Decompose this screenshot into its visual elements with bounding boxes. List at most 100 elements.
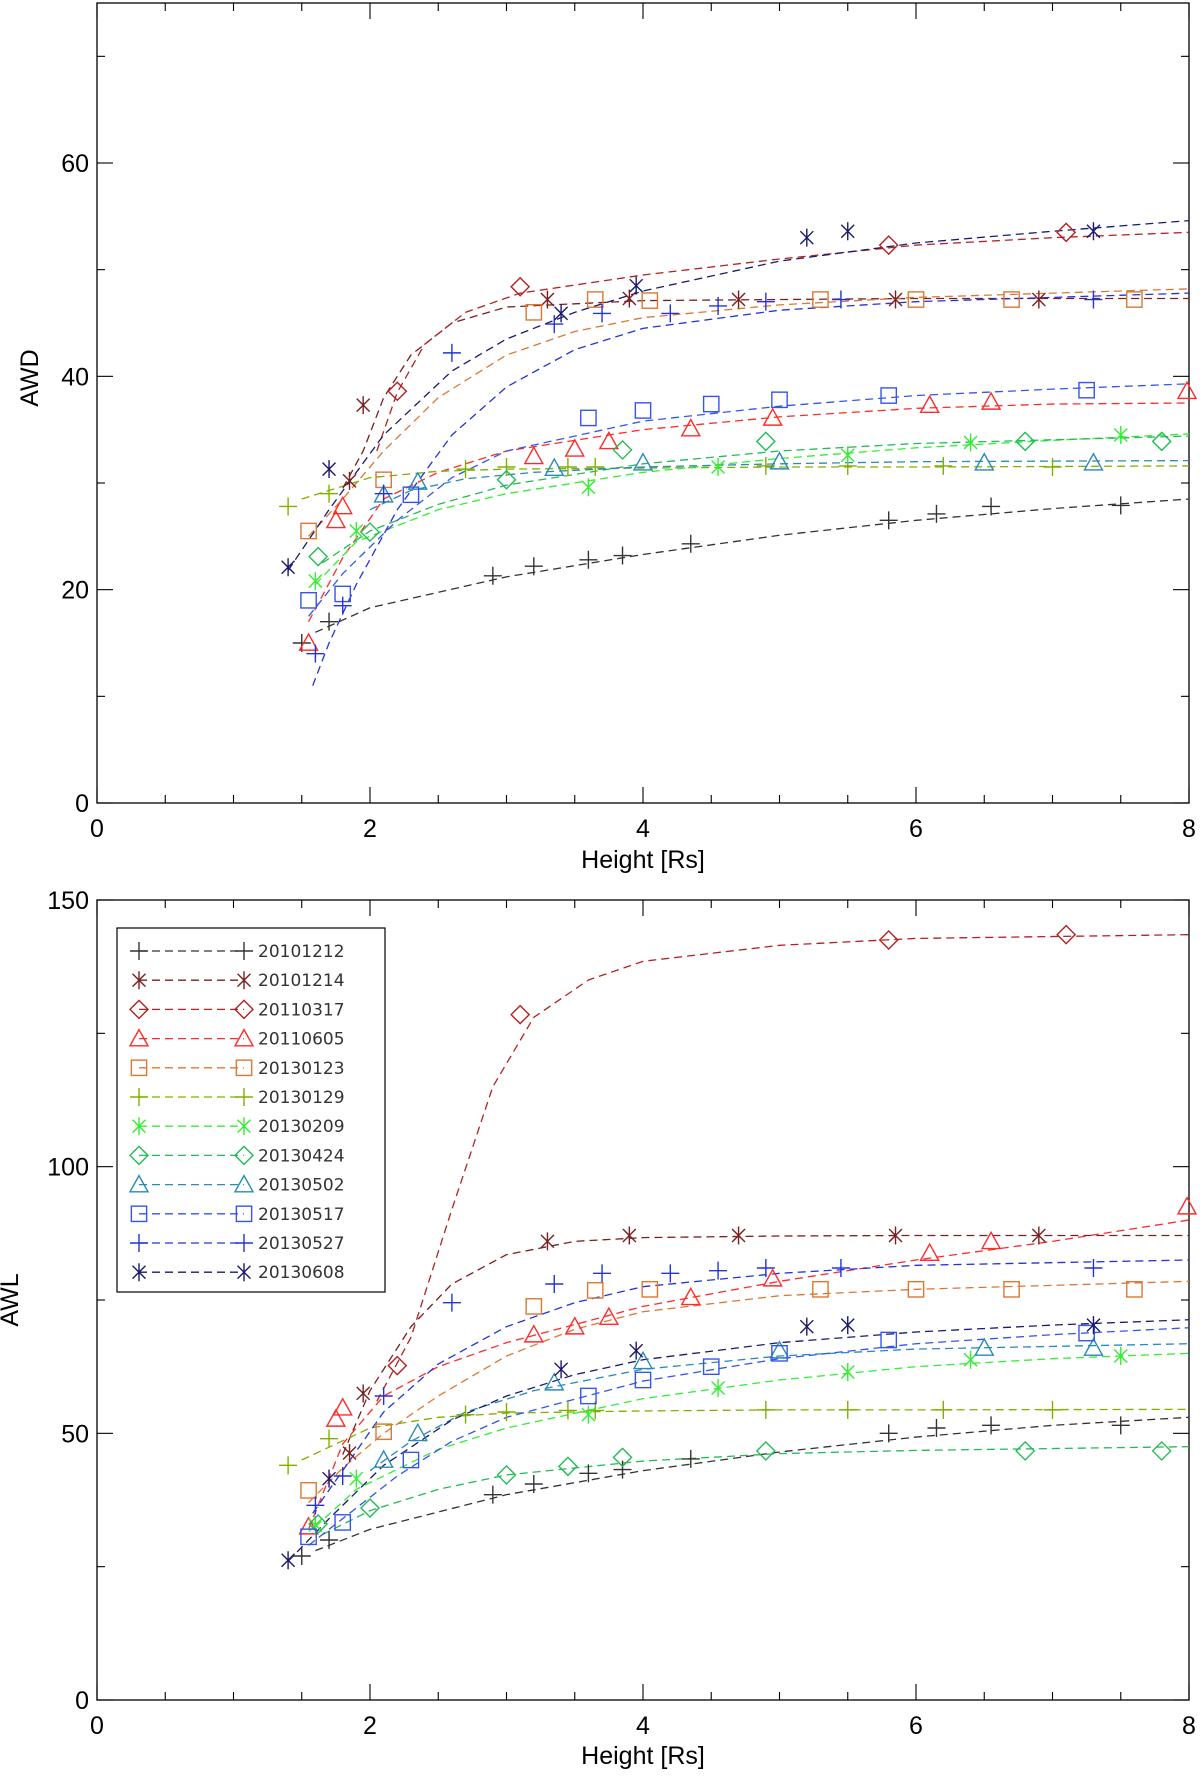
legend-marker-start	[130, 1088, 148, 1106]
awl-point-20130527	[374, 1387, 393, 1405]
legend-marker-start	[130, 942, 148, 960]
awl-point-20110605	[325, 1408, 347, 1427]
awd-point-20130527	[545, 315, 564, 334]
awl-point-20130209	[711, 1379, 726, 1397]
awl-point-20130424	[1015, 1440, 1036, 1461]
awd-point-20110317	[1056, 222, 1077, 243]
legend-entry-20101214: 20101214	[132, 971, 345, 991]
awd-point-20110605	[564, 438, 585, 457]
awl-point-20130123	[907, 1280, 925, 1298]
legend-marker-end	[237, 1263, 251, 1282]
legend-label: 20130502	[258, 1176, 345, 1196]
legend-entry-20130424: 20130424	[129, 1145, 345, 1166]
awl-point-20130123	[375, 1423, 393, 1441]
legend-entry-20130129: 20130129	[130, 1088, 345, 1108]
legend-marker-start	[130, 1205, 148, 1223]
awl-fit-20130527	[312, 1259, 1190, 1514]
awl-point-20130123	[641, 1280, 659, 1298]
legend-label: 20101212	[258, 942, 345, 962]
awl-point-20101212	[524, 1475, 543, 1493]
awd-point-20130209	[349, 522, 364, 540]
awd-point-20130129	[456, 460, 475, 479]
awd-point-20130209	[1113, 426, 1128, 444]
awl-fit-20130209	[314, 1352, 1190, 1528]
awl-point-20130123	[586, 1282, 604, 1299]
awd-point-20130527	[593, 304, 612, 323]
awl-point-20130129	[838, 1400, 857, 1419]
awl-point-20130424	[308, 1514, 329, 1534]
legend-marker-start	[129, 1145, 149, 1166]
awl-point-20110317	[1056, 924, 1077, 945]
awl-fit-20130129	[301, 1408, 1190, 1461]
awl-point-20130129	[497, 1403, 516, 1421]
awl-point-20130424	[1151, 1440, 1172, 1461]
legend-marker-start	[128, 1028, 150, 1047]
legend-marker-end	[235, 1205, 253, 1223]
awd-y-tick-label: 20	[61, 577, 89, 605]
awd-point-20101212	[982, 497, 1001, 516]
awl-point-20130608	[554, 1360, 569, 1379]
awd-point-20110605	[919, 394, 940, 414]
awl-fit-20101212	[315, 1416, 1190, 1552]
awl-point-20101212	[1111, 1416, 1130, 1435]
awd-point-20130209	[711, 458, 726, 476]
legend-marker-start	[132, 1263, 146, 1282]
awd-point-20130424	[496, 469, 517, 490]
awd-point-20130527	[374, 484, 393, 503]
awl-point-20130527	[709, 1261, 728, 1280]
awl-point-20130527	[1084, 1259, 1103, 1277]
awl-panel: 0 2 4 6 8 0 50 100 150 Height [Rs] AWL	[0, 887, 1198, 1770]
awl-point-20101212	[579, 1464, 598, 1483]
awd-x-tick-label: 0	[90, 815, 104, 843]
awd-fit-20130129	[301, 465, 1190, 500]
awl-point-20130123	[300, 1482, 317, 1499]
awl-point-20130608	[840, 1316, 855, 1335]
awl-y-tick-label: 50	[61, 1420, 89, 1448]
awl-x-tick-label: 0	[90, 1712, 104, 1740]
legend-entry-20130123: 20130123	[130, 1059, 345, 1079]
awl-point-20130209	[963, 1350, 978, 1369]
awl-point-20130424	[360, 1498, 380, 1518]
awd-point-20130517	[402, 486, 420, 504]
awd-point-20101212	[613, 546, 632, 565]
awd-x-label: Height [Rs]	[581, 846, 705, 874]
legend-marker-start	[130, 1059, 148, 1077]
awd-point-20130209	[581, 478, 596, 497]
awd-fit-20130608	[287, 219, 1190, 571]
awl-point-20101212	[927, 1419, 946, 1437]
awd-point-20110605	[598, 430, 620, 450]
awd-point-20101214	[1031, 290, 1046, 309]
legend-entry-20130527: 20130527	[130, 1234, 345, 1254]
awl-point-20130608	[322, 1469, 337, 1488]
awd-point-20101214	[731, 290, 746, 309]
awl-fit-20130502	[369, 1343, 1190, 1472]
awl-markers	[279, 924, 1198, 1570]
legend-label: 20130608	[258, 1263, 345, 1283]
legend-marker-end	[237, 1117, 251, 1136]
awd-point-20130527	[306, 644, 325, 663]
legend-marker-start	[128, 1174, 150, 1193]
awl-point-20130527	[593, 1264, 612, 1283]
awd-point-20130527	[661, 304, 680, 323]
awd-point-20130517	[880, 387, 898, 404]
awd-fit-20130502	[369, 459, 1190, 511]
awd-point-20101212	[579, 550, 598, 569]
awl-fit-20130424	[321, 1446, 1190, 1536]
awl-y-tick-label: 0	[75, 1687, 89, 1715]
awd-point-20101214	[540, 290, 555, 309]
awl-fit-20110317	[376, 934, 1190, 1402]
awl-fit-20110605	[307, 1219, 1190, 1530]
awd-point-20130209	[840, 446, 855, 465]
awl-point-20110605	[598, 1306, 620, 1325]
awd-point-20130502	[1083, 452, 1104, 471]
awl-point-20110317	[510, 1004, 531, 1025]
awd-point-20130608	[629, 276, 644, 295]
legend-entry-20130517: 20130517	[130, 1205, 345, 1225]
awd-point-20130517	[580, 409, 597, 427]
awl-fit-lines	[287, 934, 1190, 1562]
legend-label: 20130517	[258, 1205, 345, 1225]
awd-point-20110317	[387, 381, 408, 402]
awl-point-20130517	[580, 1387, 597, 1405]
awl-point-20130209	[349, 1469, 364, 1488]
awd-point-20130502	[974, 452, 995, 471]
